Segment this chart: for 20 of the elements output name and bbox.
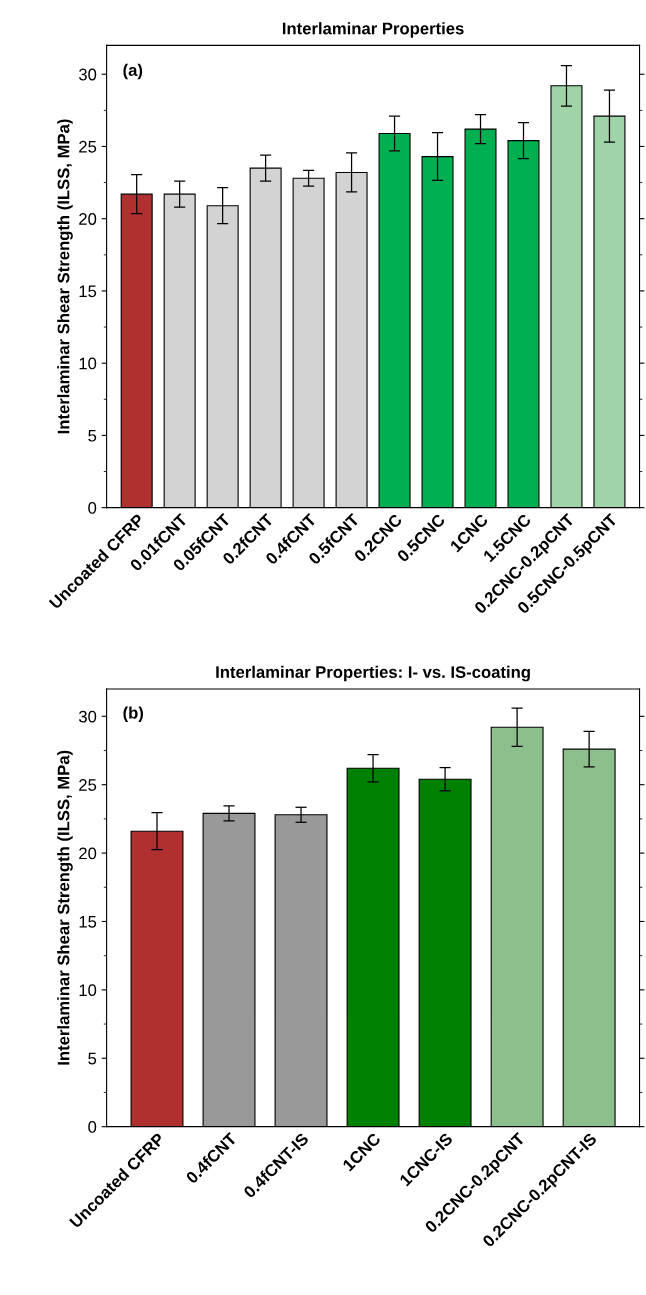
y-tick-label: 20 [79, 213, 97, 225]
y-tick-label: 10 [79, 984, 97, 997]
y-tick-label: 25 [79, 779, 97, 791]
chart-title: Interlaminar Properties [282, 22, 464, 38]
y-tick-label: 0 [88, 1121, 97, 1133]
y-tick-label: 15 [79, 285, 97, 298]
y-tick-label: 30 [78, 68, 97, 81]
y-tick-label: 30 [78, 710, 97, 723]
annotation: (b) [123, 706, 144, 722]
annotation: (a) [123, 63, 143, 80]
y-tick-label: 15 [79, 916, 97, 928]
y-tick-label: 10 [79, 357, 97, 370]
y-axis-title: Interlaminar Shear Strength (ILSS, MPa) [57, 750, 73, 1065]
y-tick-label: 5 [88, 429, 97, 442]
y-axis-title: Interlaminar Shear Strength (ILSS, MPa) [57, 119, 73, 434]
y-tick-label: 25 [79, 140, 97, 153]
y-tick-label: 0 [88, 502, 97, 514]
y-tick-label: 5 [88, 1052, 97, 1065]
y-tick-label: 20 [79, 847, 97, 860]
chart-title: Interlaminar Properties: I- vs. IS-coating [216, 665, 530, 682]
